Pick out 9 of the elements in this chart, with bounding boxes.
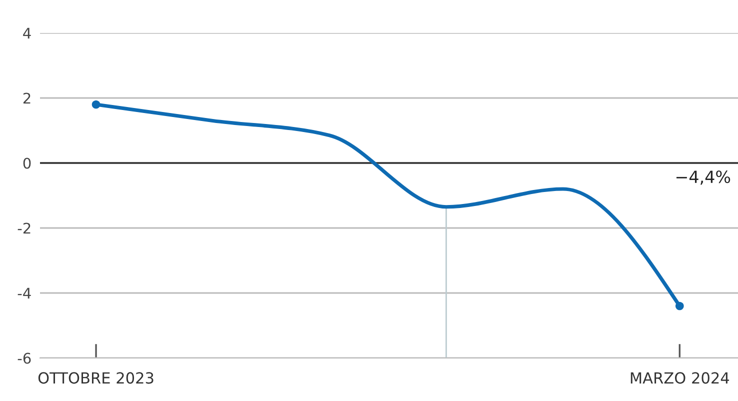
y-tick-label: -2 <box>18 222 30 234</box>
y-tick-label: -6 <box>18 352 31 364</box>
annotation: −4,4% <box>676 170 730 185</box>
x-tick-label: OTTOBRE 2023 <box>38 372 154 384</box>
y-tick-label: 0 <box>23 158 31 169</box>
y-tick-label: 2 <box>23 92 30 104</box>
x-tick-label: MARZO 2024 <box>630 372 730 384</box>
y-tick-label: -4 <box>18 288 31 299</box>
y-tick-label: 4 <box>23 28 31 39</box>
